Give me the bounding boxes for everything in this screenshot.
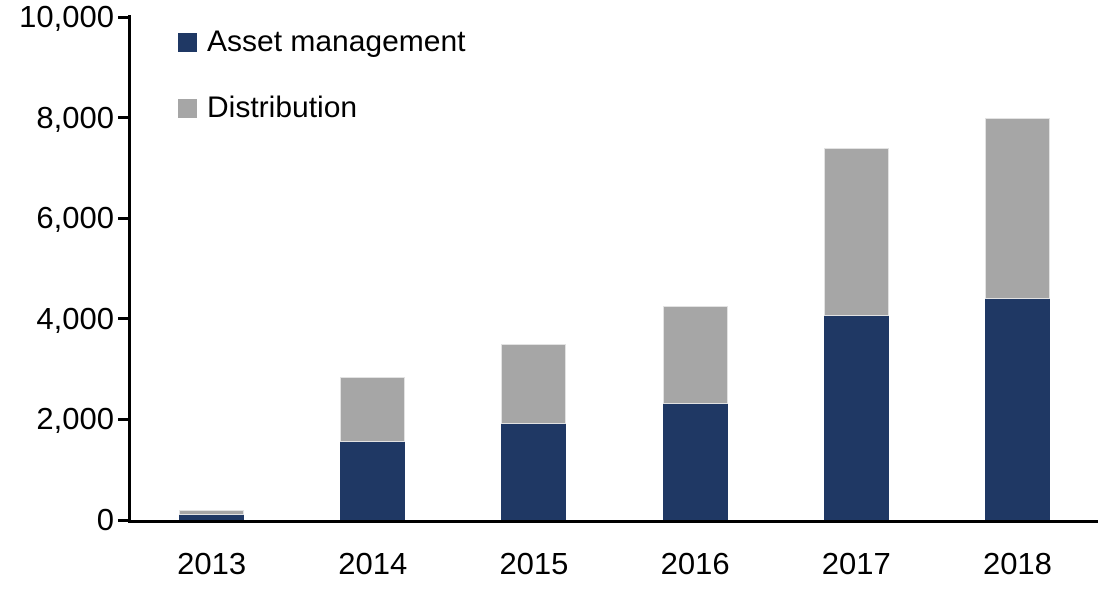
bar-segment-distribution-2017 (823, 147, 889, 317)
legend-label: Asset management (207, 25, 466, 58)
legend-item-distribution: Distribution (178, 91, 465, 125)
x-axis-label-2018: 2018 (982, 546, 1052, 581)
plot-area (131, 17, 1098, 520)
y-tick-label: 6,000 (36, 200, 114, 236)
bar-stack (501, 343, 567, 520)
bar-segment-asset-management-2013 (179, 514, 245, 520)
legend-label: Distribution (207, 91, 358, 124)
bar-segment-asset-management-2018 (984, 298, 1050, 520)
y-tick-mark (118, 216, 131, 220)
y-axis-line (128, 15, 131, 522)
y-tick-label: 0 (96, 502, 114, 537)
bar-group-2017 (776, 17, 937, 520)
y-tick-label: 2,000 (36, 401, 114, 437)
legend-swatch-asset-management (178, 32, 197, 52)
bar-segment-distribution-2014 (340, 376, 406, 443)
x-axis-label-2017: 2017 (821, 546, 891, 581)
bar-stack (823, 147, 889, 520)
y-tick-mark (118, 15, 131, 19)
x-axis-label-2013: 2013 (177, 546, 247, 581)
bar-segment-distribution-2015 (501, 343, 567, 425)
y-tick-mark (118, 417, 131, 421)
legend: Asset management Distribution (178, 25, 465, 157)
bar-stack (662, 306, 728, 520)
bar-segment-asset-management-2017 (823, 316, 889, 520)
bar-group-2016 (615, 17, 776, 520)
y-tick-label: 10,000 (19, 0, 114, 34)
bar-group-2018 (937, 17, 1098, 520)
legend-swatch-distribution (178, 98, 197, 118)
bar-segment-asset-management-2016 (662, 404, 728, 520)
bar-group-2013 (131, 17, 292, 520)
bar-segment-distribution-2013 (179, 509, 245, 515)
x-axis-label-2016: 2016 (660, 546, 730, 581)
x-axis-label-2015: 2015 (499, 546, 569, 581)
bar-stack (340, 376, 406, 520)
y-tick-mark (118, 317, 131, 321)
x-axis-label-2014: 2014 (338, 546, 408, 581)
bar-segment-asset-management-2014 (340, 442, 406, 520)
y-tick-mark (118, 116, 131, 120)
bar-segment-asset-management-2015 (501, 424, 567, 520)
x-axis-labels: 2013 2014 2015 2016 2017 2018 (131, 546, 1098, 582)
bar-group-2015 (453, 17, 614, 520)
y-tick-label: 8,000 (36, 99, 114, 135)
bar-group-2014 (292, 17, 453, 520)
bar-segment-distribution-2018 (984, 117, 1050, 299)
bar-segment-distribution-2016 (662, 306, 728, 405)
x-axis-line (128, 520, 1098, 523)
bar-stack (984, 117, 1050, 520)
y-tick-label: 4,000 (36, 300, 114, 336)
y-tick-mark (118, 518, 131, 522)
legend-item-asset-management: Asset management (178, 25, 465, 59)
bar-stack (179, 509, 245, 520)
